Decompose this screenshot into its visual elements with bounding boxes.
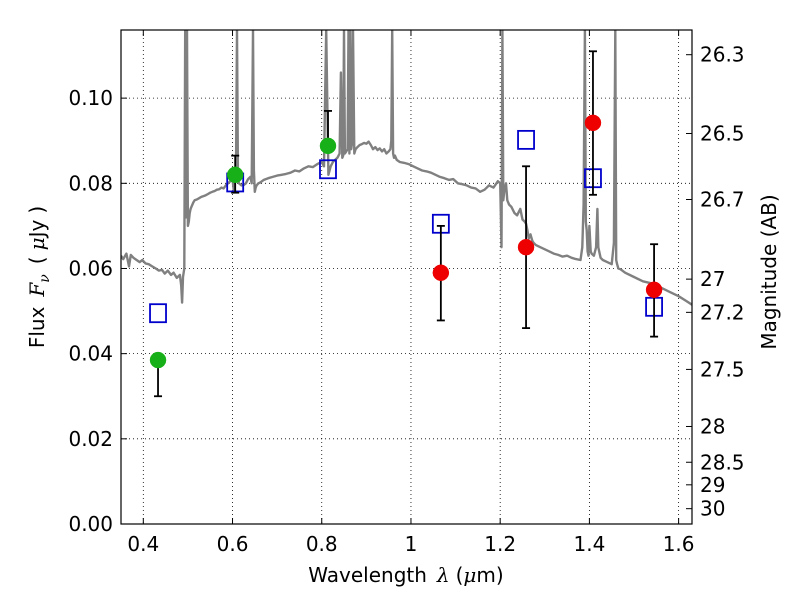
y2-tick-label: 27.5 <box>700 357 745 381</box>
y-axis-title-subscript: ν <box>37 274 53 283</box>
square-marker <box>149 303 167 324</box>
y2-tick-label: 27.2 <box>700 300 745 324</box>
ticks-layer: 0.4 0.6 0.8 1 1.2 1.4 1.6 0.00 0.02 0.04 0.06 0.08 0… <box>68 30 745 556</box>
y-tick-label: 0.02 <box>68 427 113 451</box>
y2-tick-label: 26.3 <box>700 43 745 67</box>
x-tick-label: 0.4 <box>127 532 159 556</box>
y-tick-label: 0.08 <box>68 171 113 195</box>
x-tick-label: 1.6 <box>663 532 695 556</box>
x-axis-title-prefix: Wavelength <box>308 563 427 587</box>
y2-tick-label: 29 <box>700 473 725 497</box>
y2-tick-label: 28 <box>700 414 725 438</box>
y2-axis-title: Magnitude (AB) <box>757 194 781 349</box>
spectrum-layer <box>121 30 692 306</box>
y-axis-title-unit: Jy <box>25 219 49 239</box>
y-tick-label: 0.00 <box>68 512 113 536</box>
x-tick-label: 1.4 <box>573 532 605 556</box>
x-tick-label: 0.6 <box>217 532 249 556</box>
plot-frame <box>120 29 693 525</box>
x-tick-label: 1.2 <box>484 532 516 556</box>
y-axis-title-open: ( <box>25 256 49 264</box>
circle-marker <box>645 281 663 299</box>
circle-marker <box>149 351 167 369</box>
points-layer <box>149 50 663 398</box>
y-axis-title: Flux Fν ( μJy) <box>25 206 53 348</box>
y-tick-label: 0.06 <box>68 256 113 280</box>
y-tick-label: 0.10 <box>68 86 113 110</box>
circle-marker <box>226 166 244 184</box>
x-axis-title-unit: m) <box>476 563 503 587</box>
x-tick-label: 1 <box>405 532 418 556</box>
square-marker <box>517 129 535 150</box>
y-axis-title-close: ) <box>25 206 49 214</box>
y2-tick-label: 26.5 <box>700 121 745 145</box>
x-axis-title: Wavelength λ (μm) <box>308 563 503 587</box>
y2-tick-label: 27 <box>700 267 725 291</box>
grid <box>121 30 692 525</box>
circle-marker <box>517 238 535 256</box>
x-axis-title-symbol: λ <box>436 563 450 587</box>
x-axis-title-open: ( <box>456 563 464 587</box>
y-axis-title-symbol: F <box>25 282 49 298</box>
square-marker <box>319 159 337 180</box>
y-axis-title-mu: μ <box>25 237 49 250</box>
circle-marker <box>584 114 602 132</box>
x-tick-label: 0.8 <box>306 532 338 556</box>
spectrum-line <box>121 30 692 306</box>
circle-marker <box>319 137 337 155</box>
circle-marker <box>432 264 450 281</box>
y2-tick-label: 28.5 <box>700 450 745 474</box>
y2-tick-label: 30 <box>700 497 725 521</box>
x-axis-title-mu: μ <box>463 563 476 587</box>
y-axis-title-prefix: Flux <box>25 306 49 348</box>
y2-tick-label: 26.7 <box>700 187 745 211</box>
y-tick-label: 0.04 <box>68 342 113 366</box>
